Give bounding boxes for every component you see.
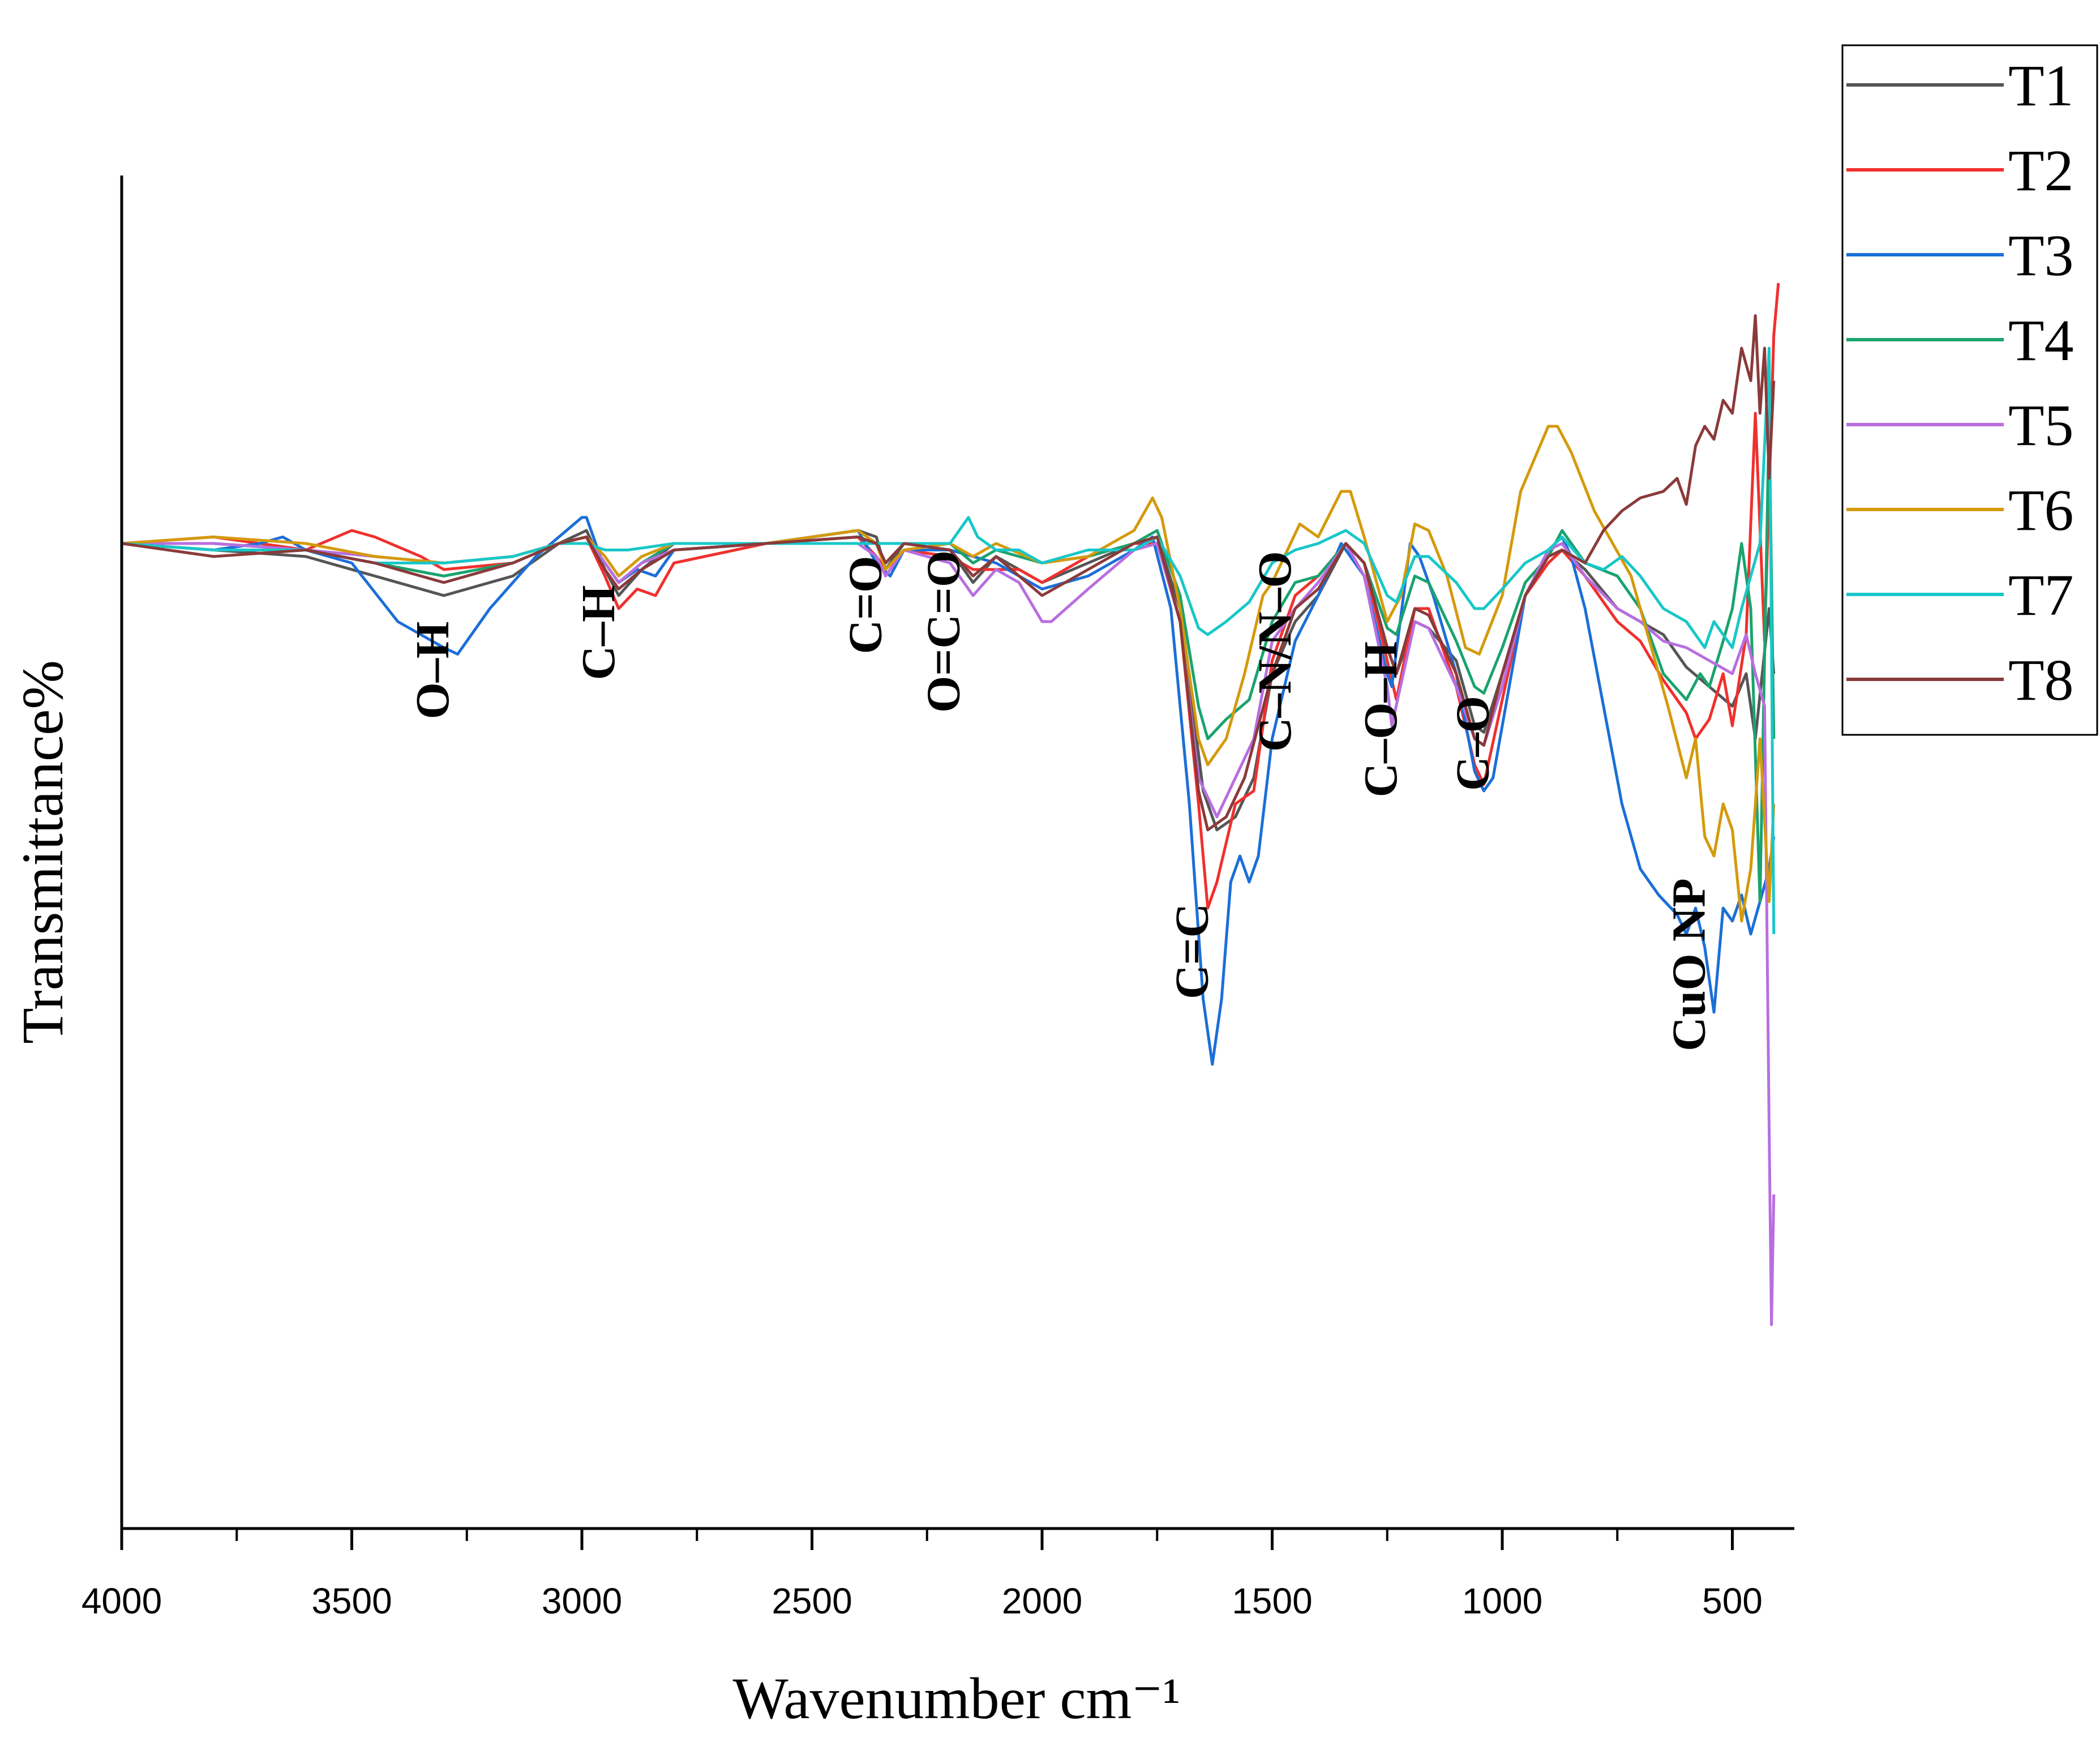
- series-line-t8: [121, 314, 1776, 832]
- x-tick-label: 2500: [772, 1581, 852, 1621]
- peak-label: C–O: [1447, 696, 1499, 791]
- peak-label: C–O–H: [1355, 641, 1407, 797]
- legend-label-t4: T4: [2008, 308, 2074, 373]
- x-tick-label: 500: [1702, 1581, 1763, 1621]
- legend-label-t3: T3: [2008, 223, 2074, 288]
- legend-label-t1: T1: [2008, 53, 2074, 118]
- peak-label: C=C: [1166, 904, 1219, 999]
- x-axis-title: Wavenumber cm⁻¹: [733, 1666, 1181, 1731]
- peak-label: C=O: [839, 556, 892, 654]
- y-axis-title: Transmittance%: [10, 660, 75, 1044]
- legend-label-t2: T2: [2008, 138, 2074, 203]
- peak-annotations: O–H C–H C=O O=C=O C=C C–N/N–O C–O–H C–O CuO NP: [406, 550, 1716, 1051]
- peak-label: C–H: [572, 585, 625, 680]
- x-tick-label: 3500: [311, 1581, 392, 1621]
- plot-lines: [121, 282, 1780, 1326]
- x-tick-label: 2000: [1002, 1581, 1082, 1621]
- legend: T1 T2 T3 T4 T5 T6 T7 T8: [1841, 44, 2098, 736]
- legend-box: [1841, 44, 2098, 736]
- legend-label-t6: T6: [2008, 478, 2074, 543]
- x-tick-label: 1500: [1232, 1581, 1312, 1621]
- peak-label: O–H: [406, 622, 459, 720]
- series-line-t1: [121, 529, 1776, 832]
- series-line-t3: [121, 516, 1776, 1066]
- x-tick-label: 1000: [1462, 1581, 1542, 1621]
- peak-label: CuO NP: [1663, 878, 1716, 1051]
- x-tick-label: 4000: [82, 1581, 162, 1621]
- peak-label: C–N/N–O: [1249, 551, 1301, 752]
- x-ticks: 4000 3500 3000 2500 2000 1500 1000 500: [82, 1529, 1763, 1621]
- legend-label-t8: T8: [2008, 648, 2074, 713]
- x-tick-label: 3000: [542, 1581, 622, 1621]
- legend-label-t5: T5: [2008, 393, 2074, 458]
- peak-label: O=C=O: [918, 550, 970, 713]
- legend-label-t7: T7: [2008, 563, 2074, 628]
- series-line-t7: [121, 346, 1776, 935]
